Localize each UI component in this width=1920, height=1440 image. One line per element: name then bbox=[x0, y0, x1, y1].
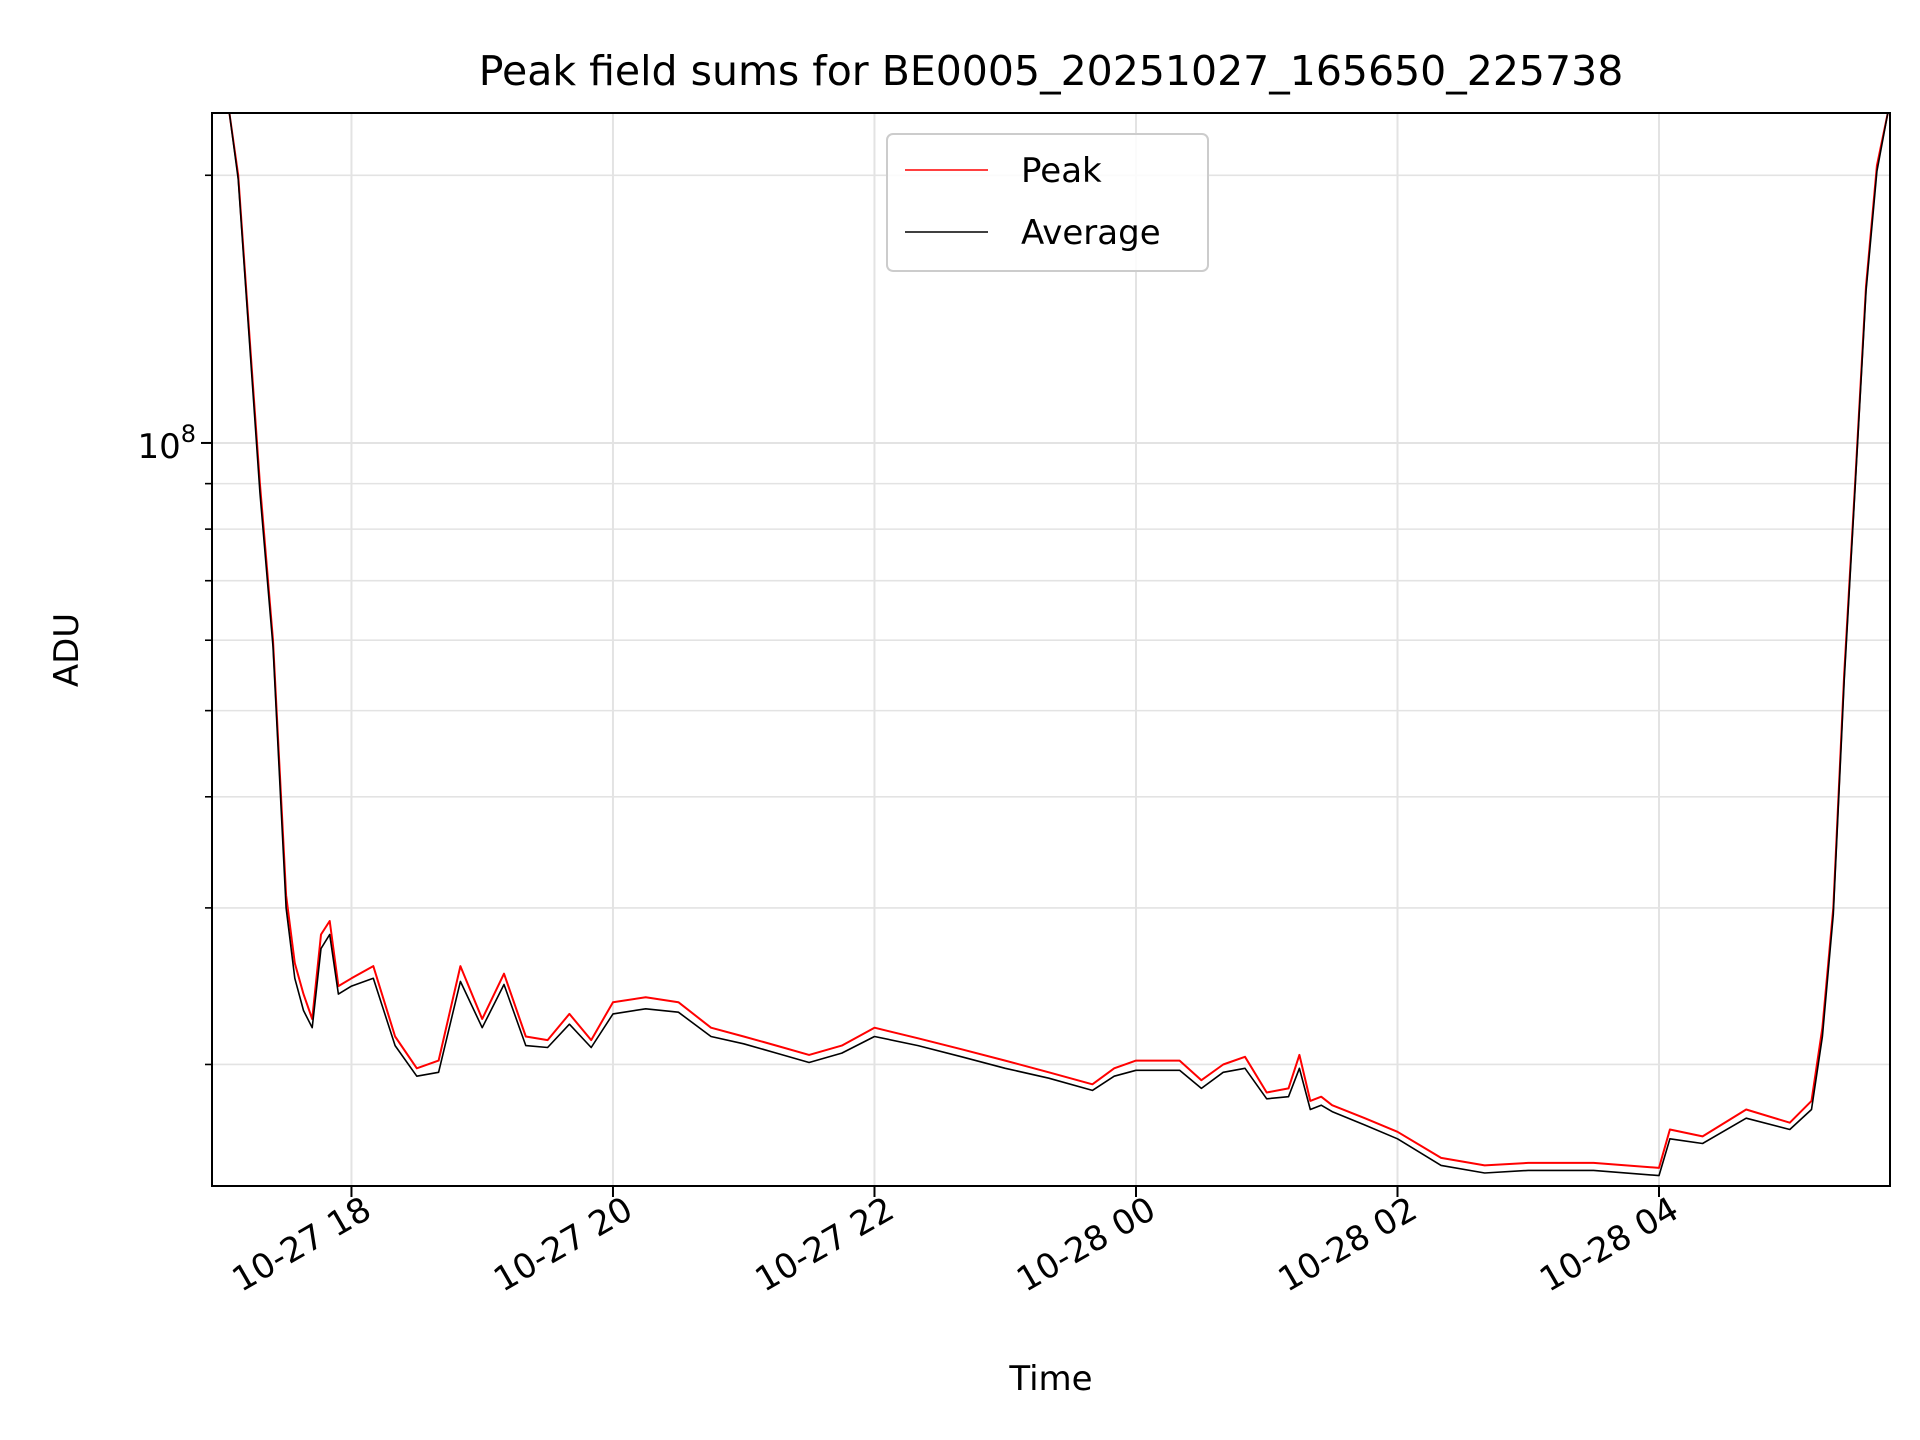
legend-label-peak: Peak bbox=[1021, 151, 1102, 191]
y-tick-label-1e8: 108 bbox=[137, 420, 196, 467]
plot-frame bbox=[211, 112, 1891, 1187]
series-lines bbox=[228, 113, 1889, 1177]
legend-label-average: Average bbox=[1021, 213, 1161, 253]
legend-box bbox=[886, 133, 1209, 272]
y-tick-label-exponent: 8 bbox=[181, 420, 196, 448]
x-axis-label: Time bbox=[1008, 1359, 1092, 1399]
legend: Peak Average bbox=[886, 133, 1209, 272]
y-tick-label-base: 10 bbox=[137, 427, 180, 467]
chart-title: Peak field sums for BE0005_20251027_1656… bbox=[479, 47, 1624, 95]
y-axis-label: ADU bbox=[47, 613, 87, 687]
series-line-average bbox=[228, 113, 1889, 1177]
series-line-peak bbox=[228, 113, 1889, 1169]
grid-lines bbox=[212, 113, 1890, 1186]
